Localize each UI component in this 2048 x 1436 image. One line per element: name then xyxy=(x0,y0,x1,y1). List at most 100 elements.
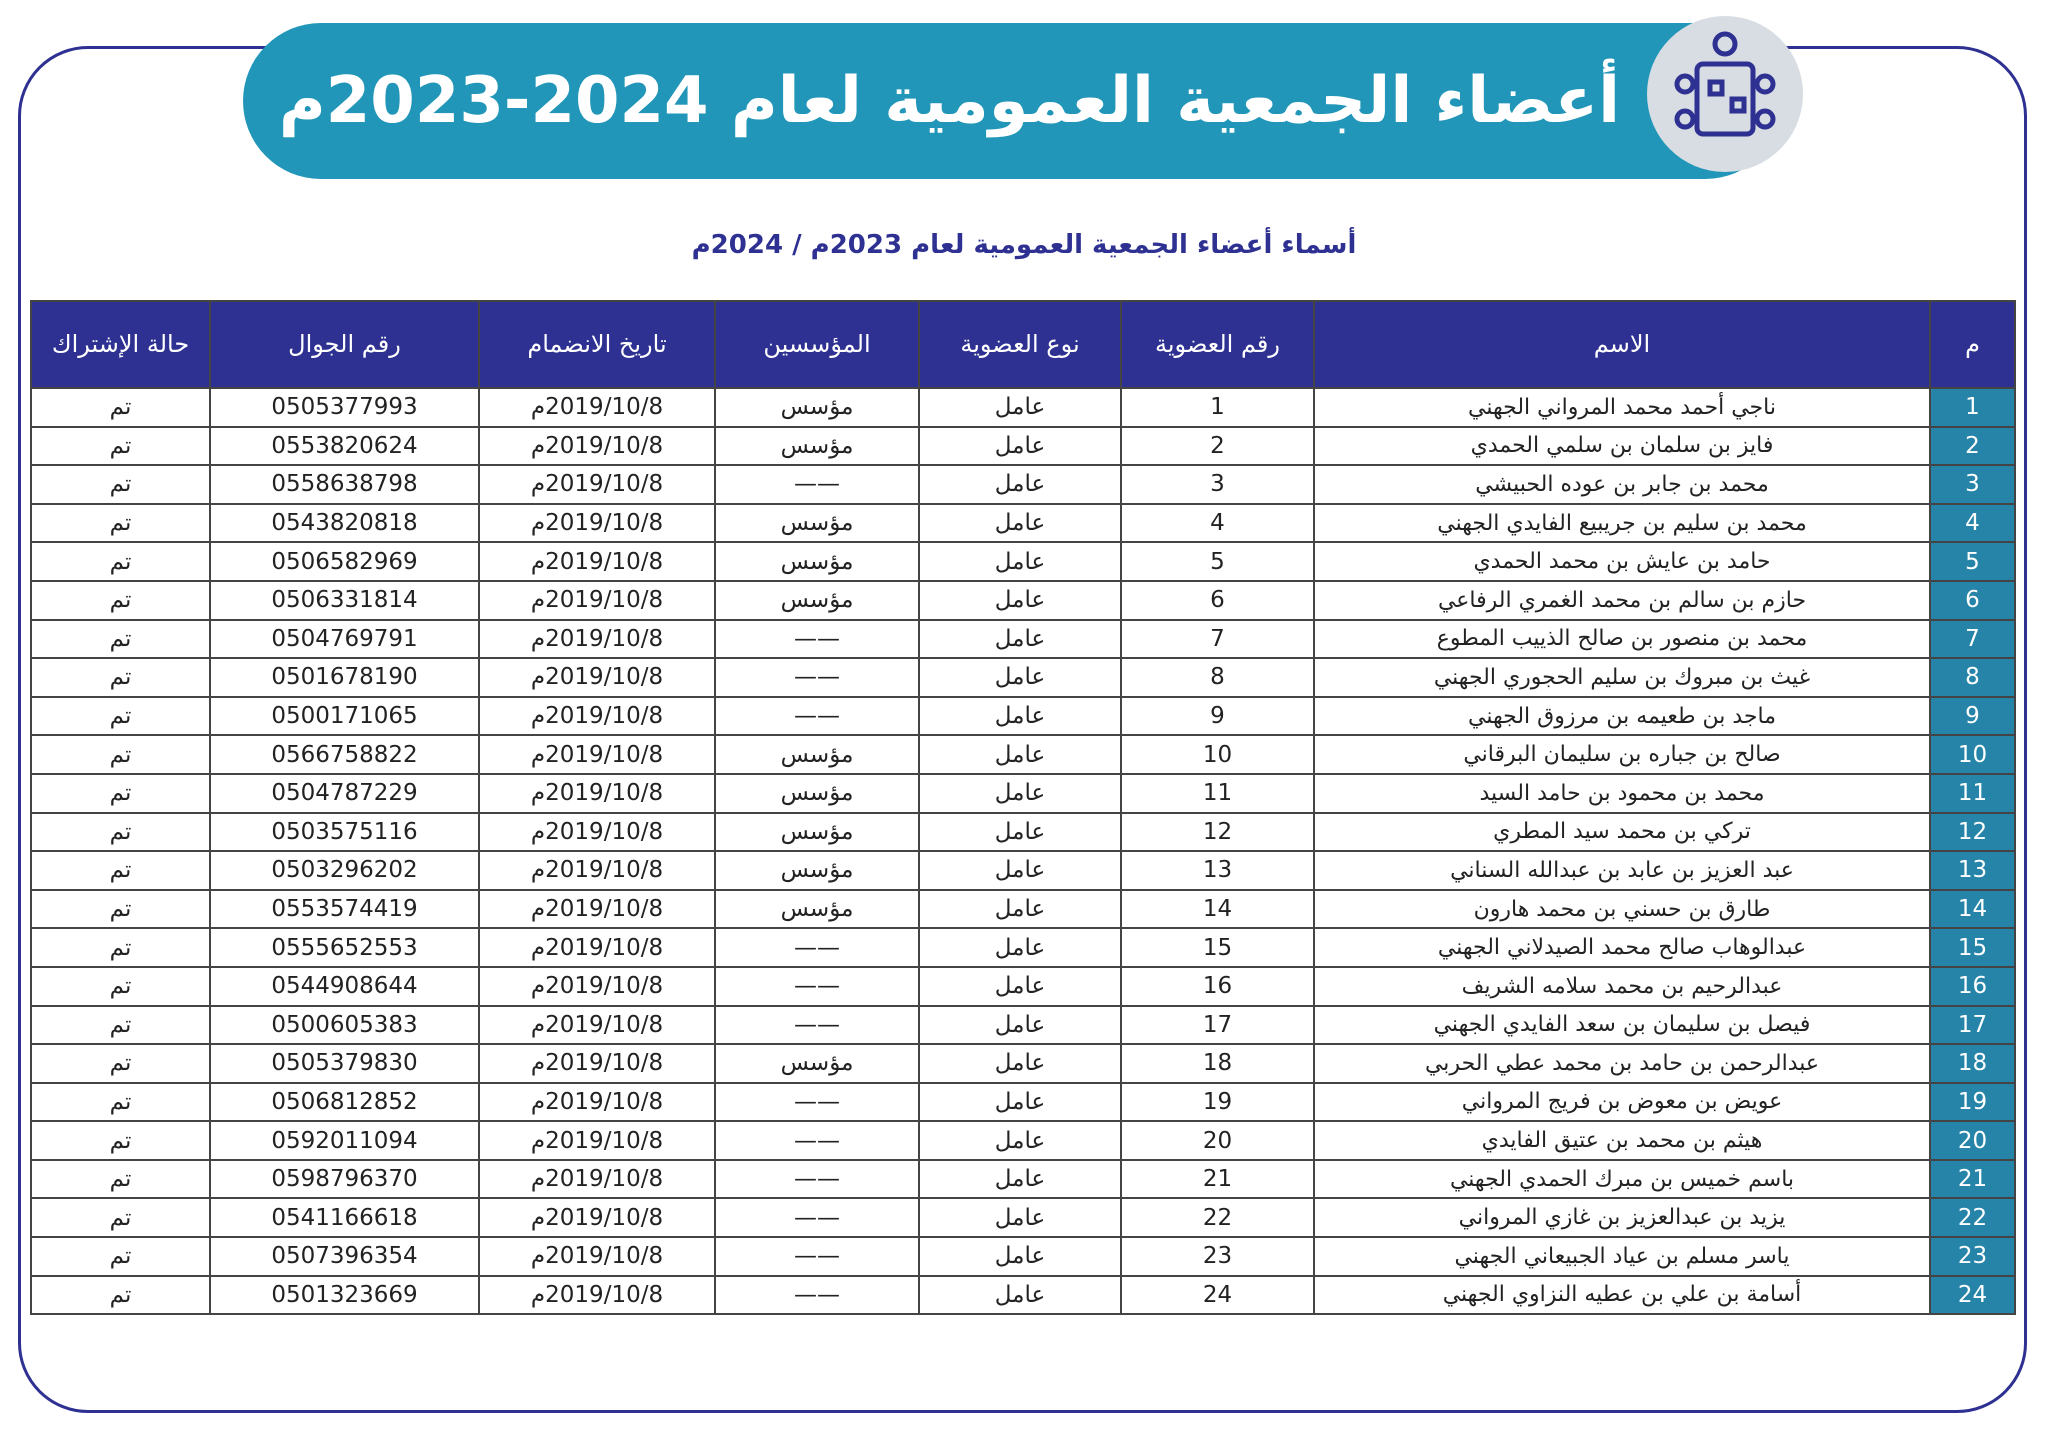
table-cell: عامل xyxy=(918,1197,1122,1239)
table-cell: 24 xyxy=(1120,1274,1315,1316)
table-cell: 0543820818 xyxy=(209,502,480,544)
table-cell: —— xyxy=(714,1158,920,1200)
table-cell: 0555652553 xyxy=(209,927,480,968)
table-cell: 0500605383 xyxy=(209,1004,480,1046)
table-cell: 0553574419 xyxy=(209,888,480,930)
table-cell: عبدالوهاب صالح محمد الصيدلاني الجهني xyxy=(1313,927,1931,968)
table-cell: تم xyxy=(30,965,211,1007)
table-cell: فايز بن سلمان بن سلمي الحمدي xyxy=(1313,425,1931,467)
column-header: تاريخ الانضمام xyxy=(478,300,716,389)
table-cell: 2019/10/8م xyxy=(478,1120,716,1161)
table-cell: 17 xyxy=(1929,1004,2016,1046)
table-cell: مؤسس xyxy=(714,772,920,814)
table-cell: عامل xyxy=(918,734,1122,775)
table-cell: 2019/10/8م xyxy=(478,387,716,428)
table-cell: —— xyxy=(714,657,920,698)
table-cell: 20 xyxy=(1120,1120,1315,1161)
table-cell: عامل xyxy=(918,772,1122,814)
table-cell: 0501678190 xyxy=(209,657,480,698)
table-cell: تم xyxy=(30,1197,211,1239)
table-row: 18 عبدالرحمن بن حامد بن محمد عطي الحربي 18… xyxy=(30,1043,2016,1084)
table-cell: عامل xyxy=(918,1274,1122,1316)
table-cell: تم xyxy=(30,1081,211,1123)
table-cell: مؤسس xyxy=(714,502,920,544)
table-row: 24 أسامة بن علي بن عطيه النزاوي الجهني 24 ع… xyxy=(30,1274,2016,1316)
table-row: 8 غيث بن مبروك بن سليم الحجوري الجهني 8 عام… xyxy=(30,657,2016,698)
table-cell: 2019/10/8م xyxy=(478,1236,716,1277)
table-cell: حامد بن عايش بن محمد الحمدي xyxy=(1313,541,1931,582)
table-cell: 2019/10/8م xyxy=(478,1004,716,1046)
table-row: 14 طارق بن حسني بن محمد هارون 14 عامل مؤسس 20… xyxy=(30,888,2016,930)
column-header: المؤسسين xyxy=(714,300,920,389)
table-cell: 6 xyxy=(1929,579,2016,621)
table-cell: 2019/10/8م xyxy=(478,888,716,930)
subtitle: أسماء أعضاء الجمعية العمومية لعام 2023م … xyxy=(691,230,1357,260)
table-cell: 22 xyxy=(1120,1197,1315,1239)
table-cell: تم xyxy=(30,850,211,891)
table-cell: مؤسس xyxy=(714,579,920,621)
table-cell: تم xyxy=(30,1120,211,1161)
table-cell: طارق بن حسني بن محمد هارون xyxy=(1313,888,1931,930)
title-banner xyxy=(243,23,1783,179)
table-row: 22 يزيد بن عبدالعزيز بن غازي المرواني 22 عا… xyxy=(30,1197,2016,1239)
table-cell: تم xyxy=(30,464,211,505)
table-row: 9 ماجد بن طعيمه بن مرزوق الجهني 9 عامل —— 201… xyxy=(30,695,2016,737)
table-cell: 5 xyxy=(1120,541,1315,582)
table-cell: فيصل بن سليمان بن سعد الفايدي الجهني xyxy=(1313,1004,1931,1046)
table-cell: 11 xyxy=(1929,772,2016,814)
table-cell: 18 xyxy=(1929,1043,2016,1084)
table-cell: —— xyxy=(714,927,920,968)
table-cell: 11 xyxy=(1120,772,1315,814)
table-cell: 0504769791 xyxy=(209,618,480,660)
header-row: م الاسم رقم العضوية نوع العضوية المؤسسين تاري… xyxy=(30,300,2016,389)
table-cell: 0500171065 xyxy=(209,695,480,737)
table-cell: 22 xyxy=(1929,1197,2016,1239)
table-cell: 0566758822 xyxy=(209,734,480,775)
table-cell: مؤسس xyxy=(714,541,920,582)
table-cell: تم xyxy=(30,618,211,660)
table-cell: 0544908644 xyxy=(209,965,480,1007)
table-cell: عامل xyxy=(918,387,1122,428)
table-cell: 2019/10/8م xyxy=(478,965,716,1007)
table-cell: 0553820624 xyxy=(209,425,480,467)
table-cell: عامل xyxy=(918,850,1122,891)
table-cell: تم xyxy=(30,1004,211,1046)
table-cell: 21 xyxy=(1929,1158,2016,1200)
table-cell: 7 xyxy=(1929,618,2016,660)
table-cell: 19 xyxy=(1120,1081,1315,1123)
table-cell: 8 xyxy=(1929,657,2016,698)
table-cell: تم xyxy=(30,579,211,621)
table-cell: 23 xyxy=(1929,1236,2016,1277)
table-cell: عامل xyxy=(918,1120,1122,1161)
table-cell: 15 xyxy=(1929,927,2016,968)
column-header: نوع العضوية xyxy=(918,300,1122,389)
table-cell: 0558638798 xyxy=(209,464,480,505)
table-cell: صالح بن جباره بن سليمان البرقاني xyxy=(1313,734,1931,775)
table-cell: عامل xyxy=(918,541,1122,582)
table-cell: 4 xyxy=(1929,502,2016,544)
table-cell: —— xyxy=(714,1236,920,1277)
table-cell: 6 xyxy=(1120,579,1315,621)
table-cell: 23 xyxy=(1120,1236,1315,1277)
table-cell: تم xyxy=(30,888,211,930)
table-cell: 2019/10/8م xyxy=(478,1158,716,1200)
table-cell: 9 xyxy=(1929,695,2016,737)
table-cell: ناجي أحمد محمد المرواني الجهني xyxy=(1313,387,1931,428)
table-cell: 12 xyxy=(1929,811,2016,853)
table-row: 12 تركي بن محمد سيد المطري 12 عامل مؤسس 2019/… xyxy=(30,811,2016,853)
table-cell: 7 xyxy=(1120,618,1315,660)
table-cell: 8 xyxy=(1120,657,1315,698)
table-cell: غيث بن مبروك بن سليم الحجوري الجهني xyxy=(1313,657,1931,698)
table-row: 23 ياسر مسلم بن عياد الجبيعاني الجهني 23 عا… xyxy=(30,1236,2016,1277)
table-cell: تم xyxy=(30,772,211,814)
table-cell: —— xyxy=(714,618,920,660)
table-row: 15 عبدالوهاب صالح محمد الصيدلاني الجهني 15… xyxy=(30,927,2016,968)
table-cell: مؤسس xyxy=(714,387,920,428)
table-cell: محمد بن محمود بن حامد السيد xyxy=(1313,772,1931,814)
table-cell: 0505379830 xyxy=(209,1043,480,1084)
table-row: 2 فايز بن سلمان بن سلمي الحمدي 2 عامل مؤسس 20… xyxy=(30,425,2016,467)
table-cell: 17 xyxy=(1120,1004,1315,1046)
table-cell: عامل xyxy=(918,965,1122,1007)
column-header: حالة الإشتراك xyxy=(30,300,211,389)
table-cell: 10 xyxy=(1929,734,2016,775)
